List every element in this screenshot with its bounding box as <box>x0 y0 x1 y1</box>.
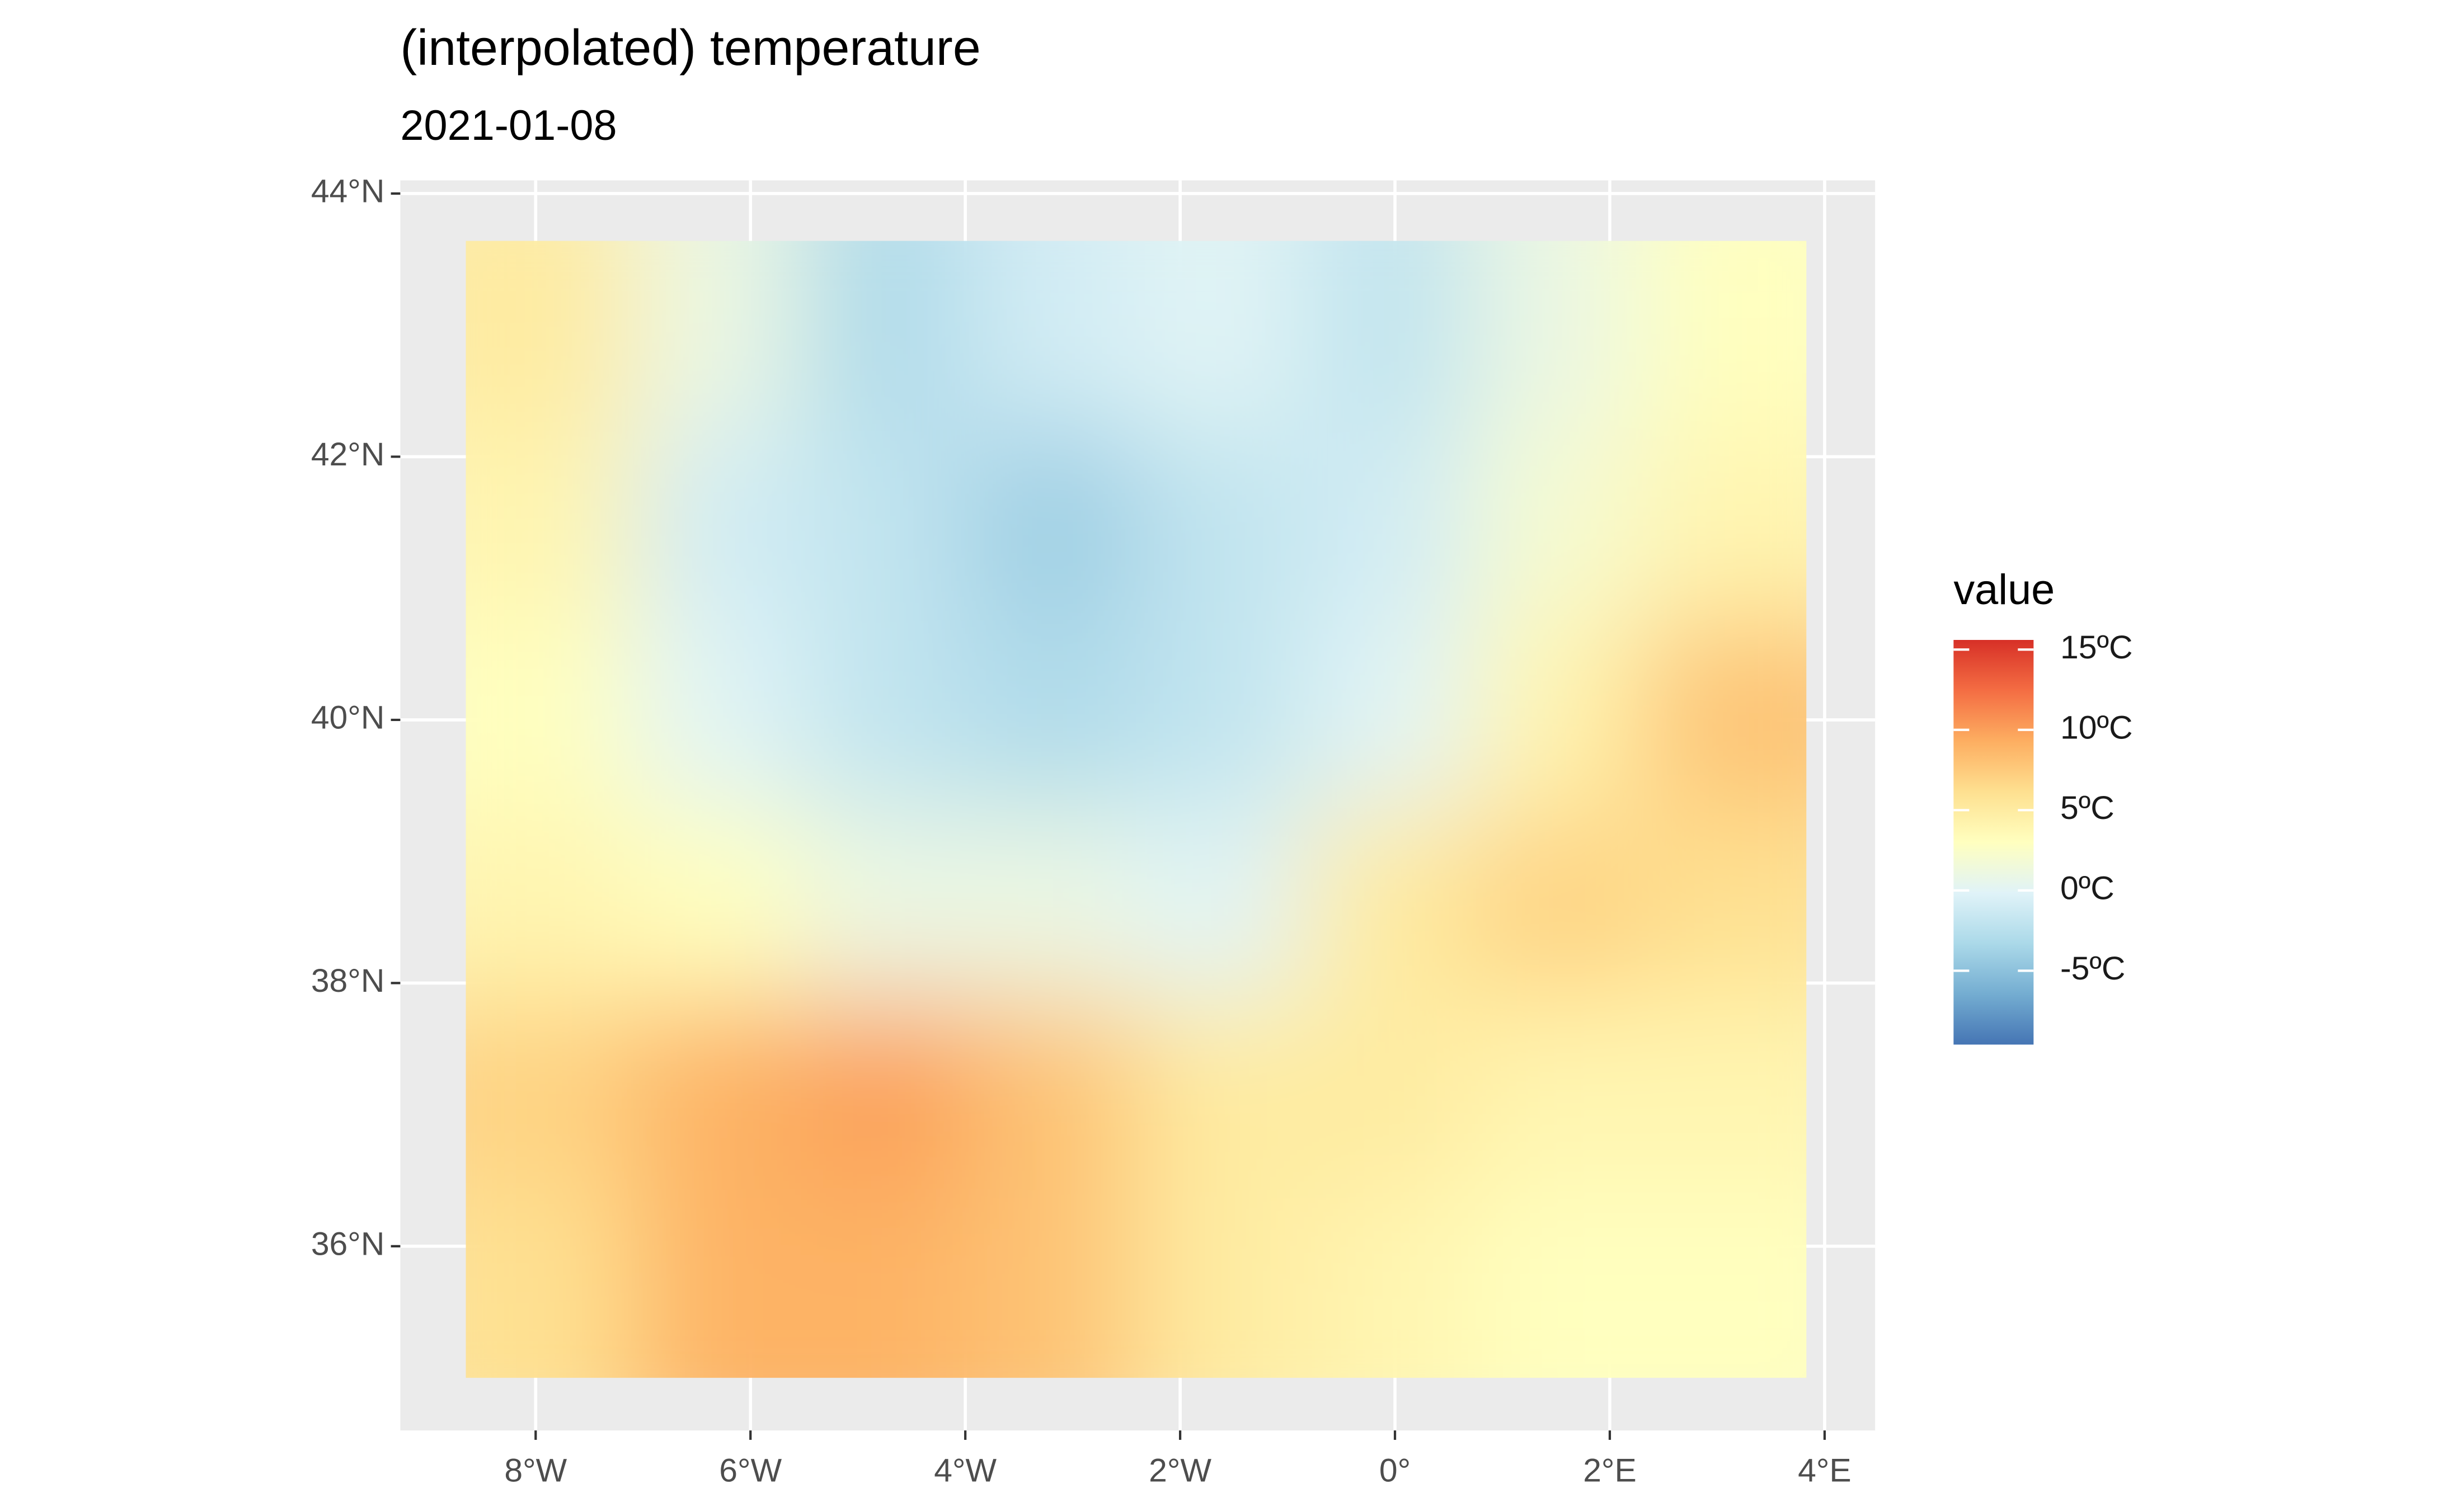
legend-label: 0ºC <box>2060 870 2115 906</box>
x-tick-label: 2°W <box>1149 1452 1211 1489</box>
raster-cell <box>801 1188 970 1378</box>
legend-label: 10ºC <box>2060 709 2133 746</box>
colorbar <box>1953 640 2034 1045</box>
raster-cell <box>466 998 635 1190</box>
y-tick-label: 38°N <box>311 963 385 999</box>
raster-cell <box>633 241 803 432</box>
x-tick-label: 8°W <box>504 1452 567 1489</box>
raster-cell <box>633 620 803 811</box>
raster-cell <box>801 809 970 1001</box>
raster-cell <box>633 998 803 1190</box>
raster-cell <box>1303 430 1473 621</box>
raster-cell <box>1303 809 1473 1001</box>
raster-cell <box>1638 998 1807 1190</box>
raster-cell <box>466 241 635 432</box>
raster-cell <box>1471 1188 1641 1378</box>
raster-cell <box>1471 809 1641 1001</box>
legend-label: 15ºC <box>2060 629 2133 666</box>
legend-label: 5ºC <box>2060 790 2115 826</box>
raster-cell <box>1638 1188 1807 1378</box>
x-tick-label: 4°E <box>1798 1452 1852 1489</box>
raster-cell <box>466 1188 635 1378</box>
x-tick-label: 0° <box>1379 1452 1411 1489</box>
raster-cell <box>633 430 803 621</box>
raster-cell <box>633 1188 803 1378</box>
raster-cell <box>1136 1188 1305 1378</box>
raster-cell <box>1471 241 1641 432</box>
raster-cell <box>801 620 970 811</box>
raster-cell <box>1471 430 1641 621</box>
raster-cell <box>633 809 803 1001</box>
raster-cell <box>1471 620 1641 811</box>
legend-title: value <box>1953 566 2055 614</box>
raster-cell <box>968 998 1138 1190</box>
y-tick-label: 36°N <box>311 1226 385 1262</box>
raster-cell <box>1638 809 1807 1001</box>
raster-cell <box>1136 809 1305 1001</box>
x-tick-label: 4°W <box>934 1452 997 1489</box>
raster-cell <box>801 430 970 621</box>
raster-cell <box>1303 620 1473 811</box>
raster-cell <box>968 809 1138 1001</box>
raster-cell <box>968 430 1138 621</box>
raster-cell <box>1136 241 1305 432</box>
raster-cell <box>1136 430 1305 621</box>
x-tick-label: 2°E <box>1583 1452 1637 1489</box>
raster-cell <box>1136 620 1305 811</box>
y-tick-label: 42°N <box>311 436 385 473</box>
raster-cell <box>968 241 1138 432</box>
raster-cell <box>1638 620 1807 811</box>
chart-subtitle: 2021-01-08 <box>400 102 617 149</box>
raster-cell <box>466 620 635 811</box>
legend-label: -5ºC <box>2060 950 2125 987</box>
raster-cell <box>466 809 635 1001</box>
y-tick-label: 44°N <box>311 173 385 210</box>
raster-cell <box>1303 1188 1473 1378</box>
raster-cell <box>466 430 635 621</box>
raster-cell <box>968 620 1138 811</box>
raster-cell <box>801 241 970 432</box>
raster-cell <box>1638 241 1807 432</box>
raster-cell <box>968 1188 1138 1378</box>
raster-cell <box>801 998 970 1190</box>
raster-cell <box>1638 430 1807 621</box>
raster-cell <box>1136 998 1305 1190</box>
raster-cell <box>1303 241 1473 432</box>
chart-title: (interpolated) temperature <box>400 20 980 76</box>
raster-cell <box>1303 998 1473 1190</box>
x-tick-label: 6°W <box>719 1452 782 1489</box>
y-tick-label: 40°N <box>311 699 385 736</box>
raster-cell <box>1471 998 1641 1190</box>
